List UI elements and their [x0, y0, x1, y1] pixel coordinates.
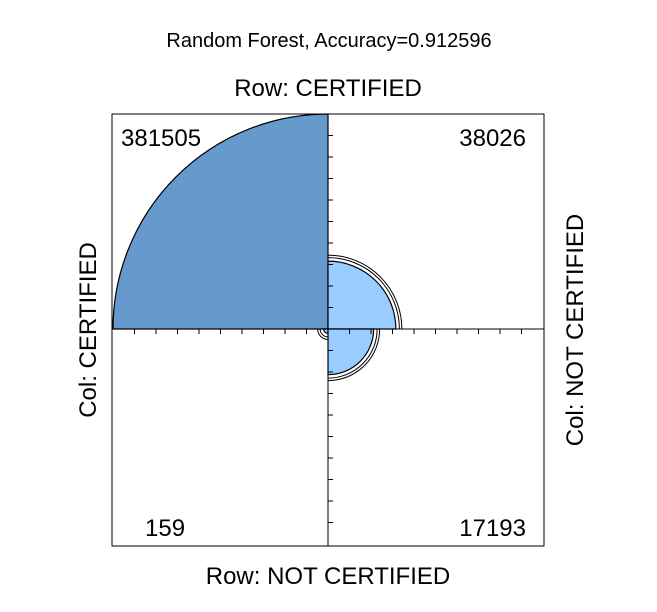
sector-ring-bottom-right-1 [327, 328, 378, 379]
cell-label-bottom-left: 159 [145, 515, 185, 542]
sector-ring-top-right-1 [327, 257, 400, 330]
sector-bottom-right [327, 328, 375, 376]
sectors-layer [112, 113, 403, 382]
sector-bottom-left [323, 328, 329, 334]
row-bottom-label: Row: NOT CERTIFIED [206, 563, 450, 590]
sector-top-left [112, 113, 329, 330]
sector-top-right [327, 260, 397, 330]
col-right-label: Col: NOT CERTIFIED [562, 214, 589, 446]
sector-ring-bottom-right-2 [327, 328, 381, 382]
cell-label-bottom-right: 17193 [459, 515, 526, 542]
axis-ticks [134, 135, 522, 523]
chart-title: Random Forest, Accuracy=0.912596 [166, 30, 491, 52]
sector-ring-top-right-2 [327, 254, 403, 330]
cell-label-top-right: 38026 [459, 125, 526, 152]
cell-label-top-left: 381505 [121, 125, 201, 152]
col-left-label: Col: CERTIFIED [75, 242, 102, 418]
row-top-label: Row: CERTIFIED [234, 75, 422, 102]
